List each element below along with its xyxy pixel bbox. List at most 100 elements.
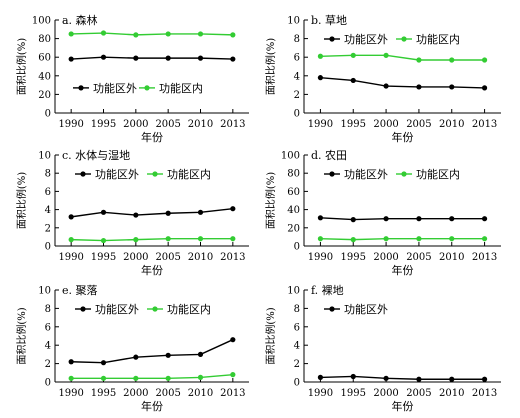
data-point-outside [68, 214, 74, 220]
data-point-outside [350, 217, 356, 223]
legend: 功能区外 功能区内 [75, 167, 211, 181]
series-line-outside [71, 56, 233, 60]
x-tick-label: 2013 [220, 388, 245, 399]
legend: 功能区外 功能区内 [324, 167, 460, 181]
y-tick-label: 0 [45, 378, 51, 389]
y-tick-label: 0 [45, 109, 51, 120]
legend: 功能区外 功能区内 [324, 32, 460, 46]
y-axis-label: 面积比例(%) [264, 172, 277, 229]
x-tick-label: 2000 [123, 388, 148, 399]
data-point-inside [165, 31, 171, 37]
y-tick-label: 60 [38, 53, 51, 64]
y-tick-label: 4 [294, 341, 300, 352]
x-tick-label: 1990 [58, 388, 83, 399]
y-tick-label: 10 [38, 151, 51, 162]
data-point-inside [165, 375, 171, 381]
data-point-outside [383, 216, 389, 222]
x-tick-label: 2000 [373, 388, 398, 399]
series-line-inside [320, 238, 485, 241]
series-line-outside [320, 76, 485, 89]
data-point-inside [416, 236, 422, 242]
data-point-inside [416, 57, 422, 63]
y-axis-label: 面积比例(%) [15, 307, 28, 364]
data-point-inside [317, 53, 324, 59]
data-point-outside [317, 374, 324, 380]
data-point-outside [449, 216, 455, 222]
legend-marker-inside [152, 171, 158, 177]
data-point-outside [68, 56, 74, 62]
x-tick-label: 1995 [91, 388, 116, 399]
data-point-inside [100, 375, 107, 381]
chart-panel-1: 0 20 40 60 80 100 1990 1995 2000 2005 2010 2013 年份 面积… [15, 13, 249, 144]
data-point-outside [68, 359, 74, 365]
data-point-outside [230, 56, 236, 62]
data-point-outside [317, 75, 324, 81]
legend-marker-inside [401, 171, 407, 177]
data-point-inside [100, 237, 107, 244]
data-point-inside [350, 52, 356, 58]
x-tick-label: 2010 [439, 388, 464, 399]
data-point-outside [197, 351, 204, 357]
data-point-outside [481, 85, 488, 91]
y-tick-label: 100 [32, 16, 51, 27]
x-tick-label: 2013 [220, 119, 245, 130]
data-point-outside [481, 216, 488, 222]
data-point-inside [449, 57, 455, 63]
panel-title: b. 草地 [311, 14, 347, 27]
legend: 功能区外 [324, 302, 388, 316]
legend-marker-outside [329, 36, 335, 42]
y-axis-label: 面积比例(%) [15, 38, 28, 95]
data-point-outside [416, 84, 422, 90]
legend-label-inside: 功能区内 [416, 32, 460, 46]
data-point-inside [197, 374, 204, 380]
data-point-inside [68, 375, 74, 381]
x-tick-label: 2010 [439, 252, 464, 263]
chart-panel-3: 0 2 4 6 8 10 1990 1995 2000 2005 2010 2013 年份 面积比例(%)… [15, 148, 249, 277]
data-point-inside [230, 372, 236, 378]
x-axis-label: 年份 [392, 130, 414, 144]
y-tick-label: 10 [38, 286, 51, 297]
legend-marker-outside [80, 171, 86, 177]
legend-label-outside: 功能区外 [344, 167, 388, 181]
data-point-outside [230, 206, 236, 212]
series-line-outside [71, 339, 234, 364]
y-tick-label: 0 [294, 109, 300, 120]
x-tick-label: 1990 [58, 252, 83, 263]
y-tick-label: 2 [294, 90, 300, 101]
y-tick-label: 20 [287, 223, 300, 234]
legend-label-inside: 功能区内 [159, 81, 203, 95]
chart-panel-4: 0 20 40 60 80 100 1990 1995 2000 2005 2010 2013 年份 面积… [264, 148, 501, 277]
x-tick-label: 2000 [123, 252, 148, 263]
panel-title: d. 农田 [311, 148, 347, 162]
data-point-outside [100, 54, 107, 60]
data-point-outside [416, 216, 422, 222]
y-tick-label: 60 [287, 187, 300, 198]
y-axis-label: 面积比例(%) [15, 172, 28, 229]
chart-panel-5: 0 2 4 6 8 10 1990 1995 2000 2005 2010 2013 年份 面积比例(%)… [15, 284, 249, 413]
data-point-outside [416, 376, 422, 382]
series-line-inside [71, 32, 233, 36]
data-point-outside [165, 55, 171, 61]
data-point-inside [481, 236, 488, 242]
y-tick-label: 2 [294, 359, 300, 370]
y-tick-label: 100 [281, 151, 300, 162]
y-tick-label: 8 [294, 304, 300, 315]
series-line-outside [71, 207, 233, 218]
y-tick-label: 4 [294, 71, 300, 82]
legend-label-inside: 功能区内 [167, 302, 211, 316]
x-tick-label: 2010 [439, 119, 464, 130]
data-point-outside [481, 376, 488, 382]
data-point-inside [481, 57, 488, 63]
legend-label-outside: 功能区外 [344, 302, 388, 316]
x-tick-label: 2000 [373, 119, 398, 130]
y-tick-label: 40 [287, 205, 300, 216]
data-point-outside [230, 337, 236, 343]
y-tick-label: 0 [294, 242, 300, 253]
data-point-inside [383, 52, 389, 58]
x-axis-label: 年份 [141, 263, 163, 277]
y-tick-label: 80 [38, 34, 51, 45]
data-point-outside [165, 352, 171, 358]
legend-marker-outside [78, 85, 84, 91]
